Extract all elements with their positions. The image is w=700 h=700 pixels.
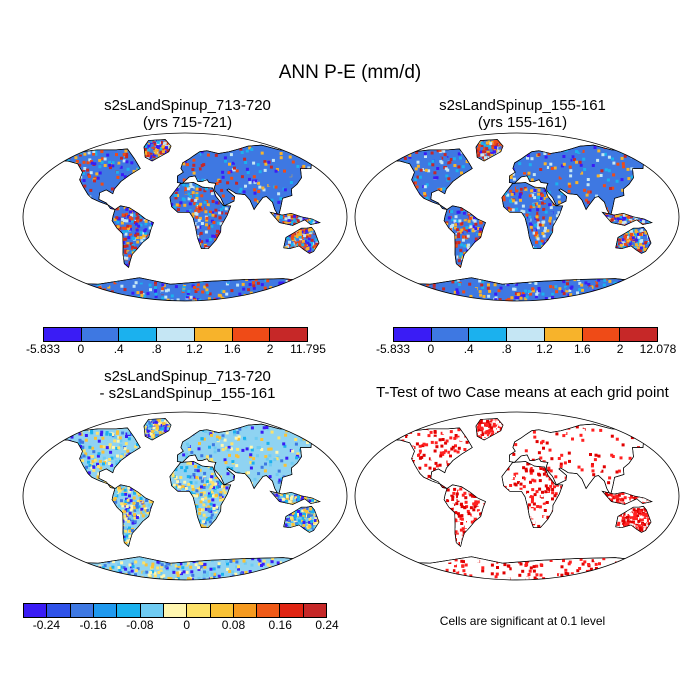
colorbar-tick-label: -0.08 (126, 618, 154, 632)
panel1-title-line1: s2sLandSpinup_713-720 (104, 97, 271, 114)
colorbar-swatch (157, 328, 195, 341)
colorbar-tick-label: -5.833 (25, 342, 61, 356)
panel1-title: s2sLandSpinup_713-720 (yrs 715-721) (20, 97, 355, 131)
panel2-title-line1: s2sLandSpinup_155-161 (439, 97, 606, 114)
panel2-title-line2: (yrs 155-161) (477, 114, 568, 131)
map-border (354, 411, 680, 581)
colorbar-swatch (507, 328, 545, 341)
panel3-title-line2: - s2sLandSpinup_155-161 (99, 385, 276, 402)
colorbar-swatch (469, 328, 508, 341)
map-panel-case1 (22, 132, 348, 302)
colorbar-swatch (81, 328, 120, 341)
colorbar-case1: -5.833 0 .4 .8 1.2 1.6 2 11.795 (26, 327, 326, 359)
map-border (22, 411, 348, 581)
continent-antarctica (383, 556, 651, 580)
colorbar-swatch (194, 328, 233, 341)
colorbar-tick-label: -5.833 (375, 342, 411, 356)
colorbar-swatch (210, 604, 234, 617)
colorbar-tick-label: 0 (183, 618, 191, 632)
colorbar-swatch (303, 604, 327, 617)
ttest-significance-note: Cells are significant at 0.1 level (439, 614, 606, 628)
colorbar-swatch (93, 604, 118, 617)
map-panel-case2 (354, 132, 680, 302)
colorbar-tick-label: -0.24 (32, 618, 61, 632)
colorbar-swatch (270, 328, 308, 341)
colorbar-tick-label: 1.6 (223, 342, 241, 356)
colorbar-swatch (24, 604, 48, 617)
colorbar-swatch (233, 604, 258, 617)
colorbar-swatch (187, 604, 211, 617)
colorbar-tick-label: .4 (463, 342, 474, 356)
map-panel-ttest (354, 411, 680, 581)
continent-antarctica (51, 556, 319, 580)
figure-title: ANN P-E (mm/d) (278, 62, 422, 83)
colorbar-difference-swatches (23, 603, 327, 618)
colorbar-case2: -5.833 0 .4 .8 1.2 1.6 2 12.078 (376, 327, 676, 359)
colorbar-swatch (582, 328, 621, 341)
colorbar-tick-label: 0.24 (315, 618, 339, 632)
panel2-title: s2sLandSpinup_155-161 (yrs 155-161) (345, 97, 700, 131)
colorbar-swatch (620, 328, 658, 341)
map-panel-difference (22, 411, 348, 581)
colorbar-tick-label: 11.795 (290, 342, 326, 356)
colorbar-case2-swatches (393, 327, 658, 342)
colorbar-tick-label: 0 (77, 342, 85, 356)
colorbar-case1-swatches (43, 327, 308, 342)
colorbar-swatch (140, 604, 164, 617)
colorbar-swatch (44, 328, 82, 341)
colorbar-swatch (232, 328, 271, 341)
colorbar-tick-label: 0.16 (268, 618, 292, 632)
colorbar-tick-label: 12.078 (639, 342, 677, 356)
colorbar-tick-label: 0 (427, 342, 435, 356)
colorbar-swatch (119, 328, 158, 341)
colorbar-swatch (280, 604, 304, 617)
colorbar-swatch (544, 328, 583, 341)
colorbar-swatch (117, 604, 141, 617)
panel3-title-line1: s2sLandSpinup_713-720 (104, 368, 271, 385)
map-border (354, 132, 680, 302)
colorbar-tick-label: 1.2 (536, 342, 553, 356)
colorbar-tick-label: 2 (266, 342, 274, 356)
colorbar-difference: -0.24 -0.16 -0.08 0 0.08 0.16 0.24 (23, 603, 339, 635)
colorbar-tick-label: -0.16 (79, 618, 107, 632)
colorbar-swatch (47, 604, 71, 617)
colorbar-tick-label: 0.08 (221, 618, 246, 632)
colorbar-swatch (163, 604, 188, 617)
colorbar-tick-label: 2 (616, 342, 624, 356)
colorbar-tick-label: 1.2 (186, 342, 203, 356)
colorbar-tick-label: 1.6 (573, 342, 591, 356)
panel4-title: T-Test of two Case means at each grid po… (345, 384, 700, 401)
colorbar-tick-label: .8 (151, 342, 162, 356)
colorbar-swatch (431, 328, 470, 341)
colorbar-tick-label: .8 (501, 342, 512, 356)
map-border (22, 132, 348, 302)
colorbar-swatch (70, 604, 94, 617)
panel1-title-line2: (yrs 715-721) (142, 114, 233, 131)
colorbar-swatch (394, 328, 432, 341)
panel3-title: s2sLandSpinup_713-720 - s2sLandSpinup_15… (20, 368, 355, 402)
colorbar-swatch (257, 604, 281, 617)
colorbar-tick-label: .4 (113, 342, 124, 356)
panel4-title-line1: T-Test of two Case means at each grid po… (376, 384, 669, 401)
